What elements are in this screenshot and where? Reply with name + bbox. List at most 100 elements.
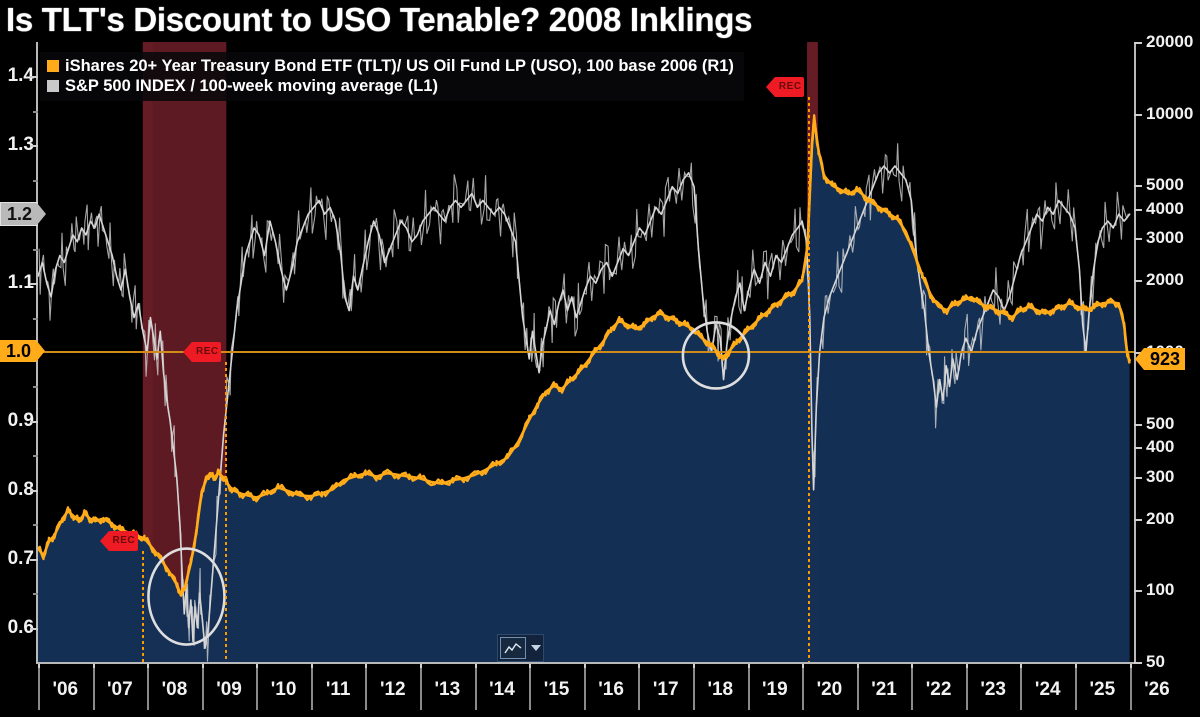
right-axis-tick-label: 2000 [1146,270,1184,290]
right-axis-tick [1134,238,1142,241]
left-axis-tick-label: 0.8 [7,478,34,500]
x-axis-separator [583,668,586,710]
right-axis-tick [1134,590,1142,593]
x-axis-separator [365,668,368,710]
left-axis-minor-tick [33,317,38,320]
x-axis-separator [529,668,532,710]
right-axis-tick-label: 50 [1146,652,1165,671]
right-axis-tick-label: 200 [1146,508,1175,528]
rec-flag-tip [99,531,109,552]
left-axis-tick-label: 1.1 [7,272,34,294]
x-axis-tick-label: '26 [1144,679,1170,700]
x-axis-tick-label: '08 [161,679,188,700]
x-axis-separator [420,668,423,710]
spx-noise [38,143,1129,662]
right-axis-tick [1134,113,1142,116]
rec-flag-body [774,76,805,97]
legend-label-tlt-uso: iShares 20+ Year Treasury Bond ETF (TLT)… [65,57,734,75]
right-axis-tick-label: 100 [1146,580,1175,600]
left-axis-minor-tick [33,524,38,527]
rec-flag-label: REC [195,346,219,357]
rec-flag-tip [766,76,776,97]
right-axis-value-flag[interactable]: 923 [1134,348,1186,371]
line-chart-icon[interactable] [500,637,526,659]
bottom-axis-line [36,662,1136,664]
x-axis-separator [965,668,968,710]
right-axis-tick [1134,518,1142,521]
left-axis-tick-label: 0.9 [7,409,34,431]
x-axis-tick-label: '15 [543,679,570,700]
x-axis-tick-label: '22 [925,679,952,700]
x-axis-tick-label: '14 [489,679,515,700]
right-axis-tick [1134,446,1142,449]
right-axis-tick-label: 3000 [1146,228,1184,248]
right-axis-tick-label: 300 [1146,466,1175,486]
left-axis-minor-tick [33,248,38,251]
left-axis-tick [30,489,38,492]
left-axis-tick [30,627,38,630]
left-axis-minor-tick [33,110,38,113]
left-axis-tick [30,283,38,286]
x-axis-tick-label: '16 [598,679,624,700]
x-axis-separator [747,668,750,710]
left-axis-minor-tick [33,593,38,596]
highlight-circle-2008-low [147,547,226,646]
legend-swatch-orange [47,60,59,73]
rec-flag-label: REC [112,535,136,547]
x-axis-tick-label: '13 [434,679,461,700]
left-axis-tick [30,558,38,561]
rec-flag-2007[interactable]: REC [99,531,141,552]
ratio-value-flag[interactable]: 1.0 [0,340,46,362]
x-axis-tick-label: '21 [871,679,897,700]
left-axis-tick-label: 1.4 [7,65,34,87]
chevron-down-icon[interactable] [531,645,541,651]
x-axis-tick-label: '11 [325,679,351,700]
legend-label-spx: S&P 500 INDEX / 100-week moving average … [65,77,438,96]
legend[interactable]: iShares 20+ Year Treasury Bond ETF (TLT)… [40,52,744,102]
x-axis-tick-label: '12 [379,679,406,700]
tlt-uso-area [38,119,1130,662]
page-title: Is TLT's Discount to USO Tenable? 2008 I… [6,1,753,38]
x-axis-tick-label: '20 [816,679,843,700]
right-axis-tick-label: 5000 [1146,175,1184,195]
right-axis-tick [1134,42,1142,44]
right-axis-tick [1134,185,1142,188]
rec-flag-2020[interactable]: REC [766,76,807,97]
left-axis-minor-tick [33,386,38,389]
x-axis-separator [911,668,914,710]
x-axis-separator [1129,668,1132,710]
right-axis-tick [1134,280,1142,283]
x-axis-tick-label: '07 [107,679,133,700]
left-axis-tick-label: 1.3 [7,134,34,156]
right-axis-tick [1134,662,1142,664]
legend-swatch-grey [47,80,59,93]
right-axis-tick-label: 4000 [1146,198,1184,218]
right-axis-tick-label: 400 [1146,436,1175,456]
legend-item-tlt-uso[interactable]: iShares 20+ Year Treasury Bond ETF (TLT)… [47,56,734,76]
x-axis-tick-label: '23 [980,679,1006,700]
x-axis-separator [692,668,695,710]
x-axis-tick-label: '24 [1034,679,1061,700]
legend-item-spx[interactable]: S&P 500 INDEX / 100-week moving average … [47,76,734,96]
rec-flag-body [191,342,222,362]
x-axis-separator [856,668,859,710]
x-axis-separator [147,668,150,710]
left-axis-tick-label: 0.6 [7,616,34,638]
rec-dotted-line [225,362,228,662]
rec-flag-2009[interactable]: REC [183,342,224,362]
chart-type-widget[interactable] [497,634,544,662]
left-axis-value-flag[interactable]: 1.2 [0,202,47,227]
right-axis-tick [1134,476,1142,479]
left-axis-tick-label: 0.7 [7,547,34,569]
rec-dotted-line [141,551,144,662]
x-axis-tick-label: '06 [52,679,79,700]
rec-flag-label: REC [778,80,802,92]
x-axis-separator [474,668,477,710]
x-axis-separator [1075,668,1078,710]
x-axis-separator [38,668,40,710]
right-axis-tick-label: 20000 [1146,32,1194,51]
left-axis-minor-tick [33,455,38,458]
right-axis-tick [1134,423,1142,426]
left-axis-minor-tick [33,179,38,182]
